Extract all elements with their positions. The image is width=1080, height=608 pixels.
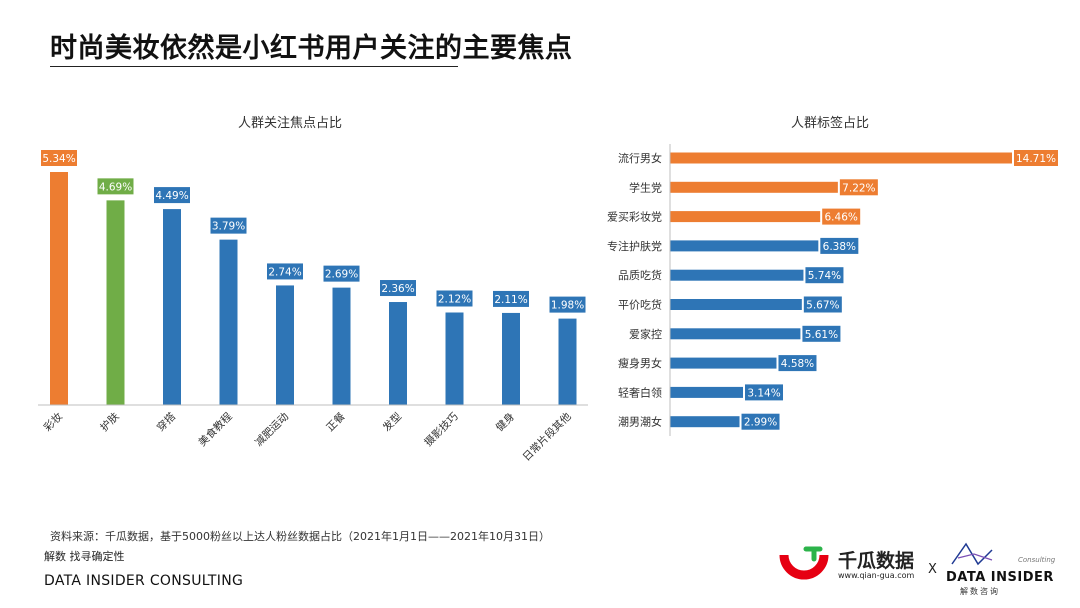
logo-separator: X [928,562,937,577]
bar [670,386,744,398]
category-label: 爱家控 [629,327,662,341]
category-label: 学生党 [629,180,662,194]
bar [670,328,801,340]
value-label: 2.11% [494,294,527,306]
value-label-bg [778,355,817,372]
value-label-bg [820,237,859,254]
value-label: 1.98% [551,300,584,312]
value-label: 5.67% [806,300,839,312]
di-sub: 解数咨询 [960,587,1000,596]
tagline: 解数 找寻确定性 [44,550,125,563]
value-label: 4.58% [781,358,814,370]
bar [445,312,464,405]
value-label: 4.69% [99,181,132,193]
value-label-bg [805,267,844,284]
value-label: 6.38% [823,241,856,253]
category-label: 流行男女 [618,151,662,165]
category-label: 平价吃货 [618,298,662,312]
value-label-bg [803,296,842,313]
value-label: 7.22% [842,182,875,194]
category-label: 爱买彩妆党 [607,211,662,224]
value-label: 5.34% [42,153,75,165]
value-label-bg [822,208,861,225]
value-label-bg [97,178,134,195]
value-label-bg [267,263,303,280]
category-label: 品质吃货 [618,268,662,282]
bar [558,318,577,405]
value-label: 3.79% [212,221,245,233]
category-label: 轻奢白领 [618,385,662,399]
value-label-bg [1014,150,1058,166]
title-underline [50,66,458,67]
bar [670,299,802,310]
bar [332,287,351,405]
company-name: DATA INSIDER CONSULTING [44,573,244,589]
page-title: 时尚美妆依然是小红书用户关注的主要焦点 [50,33,573,64]
qiangua-url: www.qian-gua.com [838,571,915,580]
value-label: 5.61% [805,329,838,341]
qiangua-name: 千瓜数据 [838,550,915,572]
value-label-bg [549,296,586,313]
di-name: DATA INSIDER [946,570,1054,585]
value-label: 4.49% [155,190,188,202]
value-label-bg [436,290,473,307]
left-chart-title: 人群关注焦点占比 [237,116,342,131]
bar [670,357,777,369]
value-label: 2.69% [325,269,358,281]
value-label-bg [802,325,841,342]
value-label: 2.74% [268,266,301,278]
value-label-bg [839,179,878,196]
bar [670,269,804,281]
value-label: 5.74% [808,270,841,282]
bar [670,416,740,428]
value-label-bg [493,290,529,307]
source-note: 资料来源：千瓜数据，基于5000粉丝以上达人粉丝数据占比（2021年1月1日——… [50,530,550,543]
category-label: 专注护肤党 [607,239,662,253]
bar [389,302,407,405]
value-label: 6.46% [825,212,858,224]
value-label: 2.12% [438,293,471,305]
bar [670,152,1012,164]
value-label: 2.36% [381,283,414,295]
value-label: 14.71% [1016,153,1056,165]
value-label-bg [41,150,77,166]
data-insider-logo-icon [951,542,993,566]
bar [670,211,821,223]
bar [106,200,125,405]
bar [163,209,181,405]
di-consulting-text: Consulting [1018,556,1056,564]
qiangua-logo-icon [779,546,829,580]
bar [276,285,294,405]
category-label: 潮男潮女 [618,415,662,429]
bar [670,240,819,252]
value-label-bg [380,280,416,297]
value-label-bg [741,413,780,430]
value-label-bg [154,187,190,204]
value-label: 2.99% [744,417,777,429]
bar [50,172,68,405]
value-label-bg [210,217,247,234]
category-label: 瘦身男女 [618,356,662,370]
bar [670,181,838,193]
value-label-bg [323,265,360,282]
value-label-bg [745,384,784,401]
value-label: 3.14% [747,387,780,399]
bar [502,312,520,405]
bar [219,239,238,405]
right-chart-title: 人群标签占比 [790,116,869,131]
